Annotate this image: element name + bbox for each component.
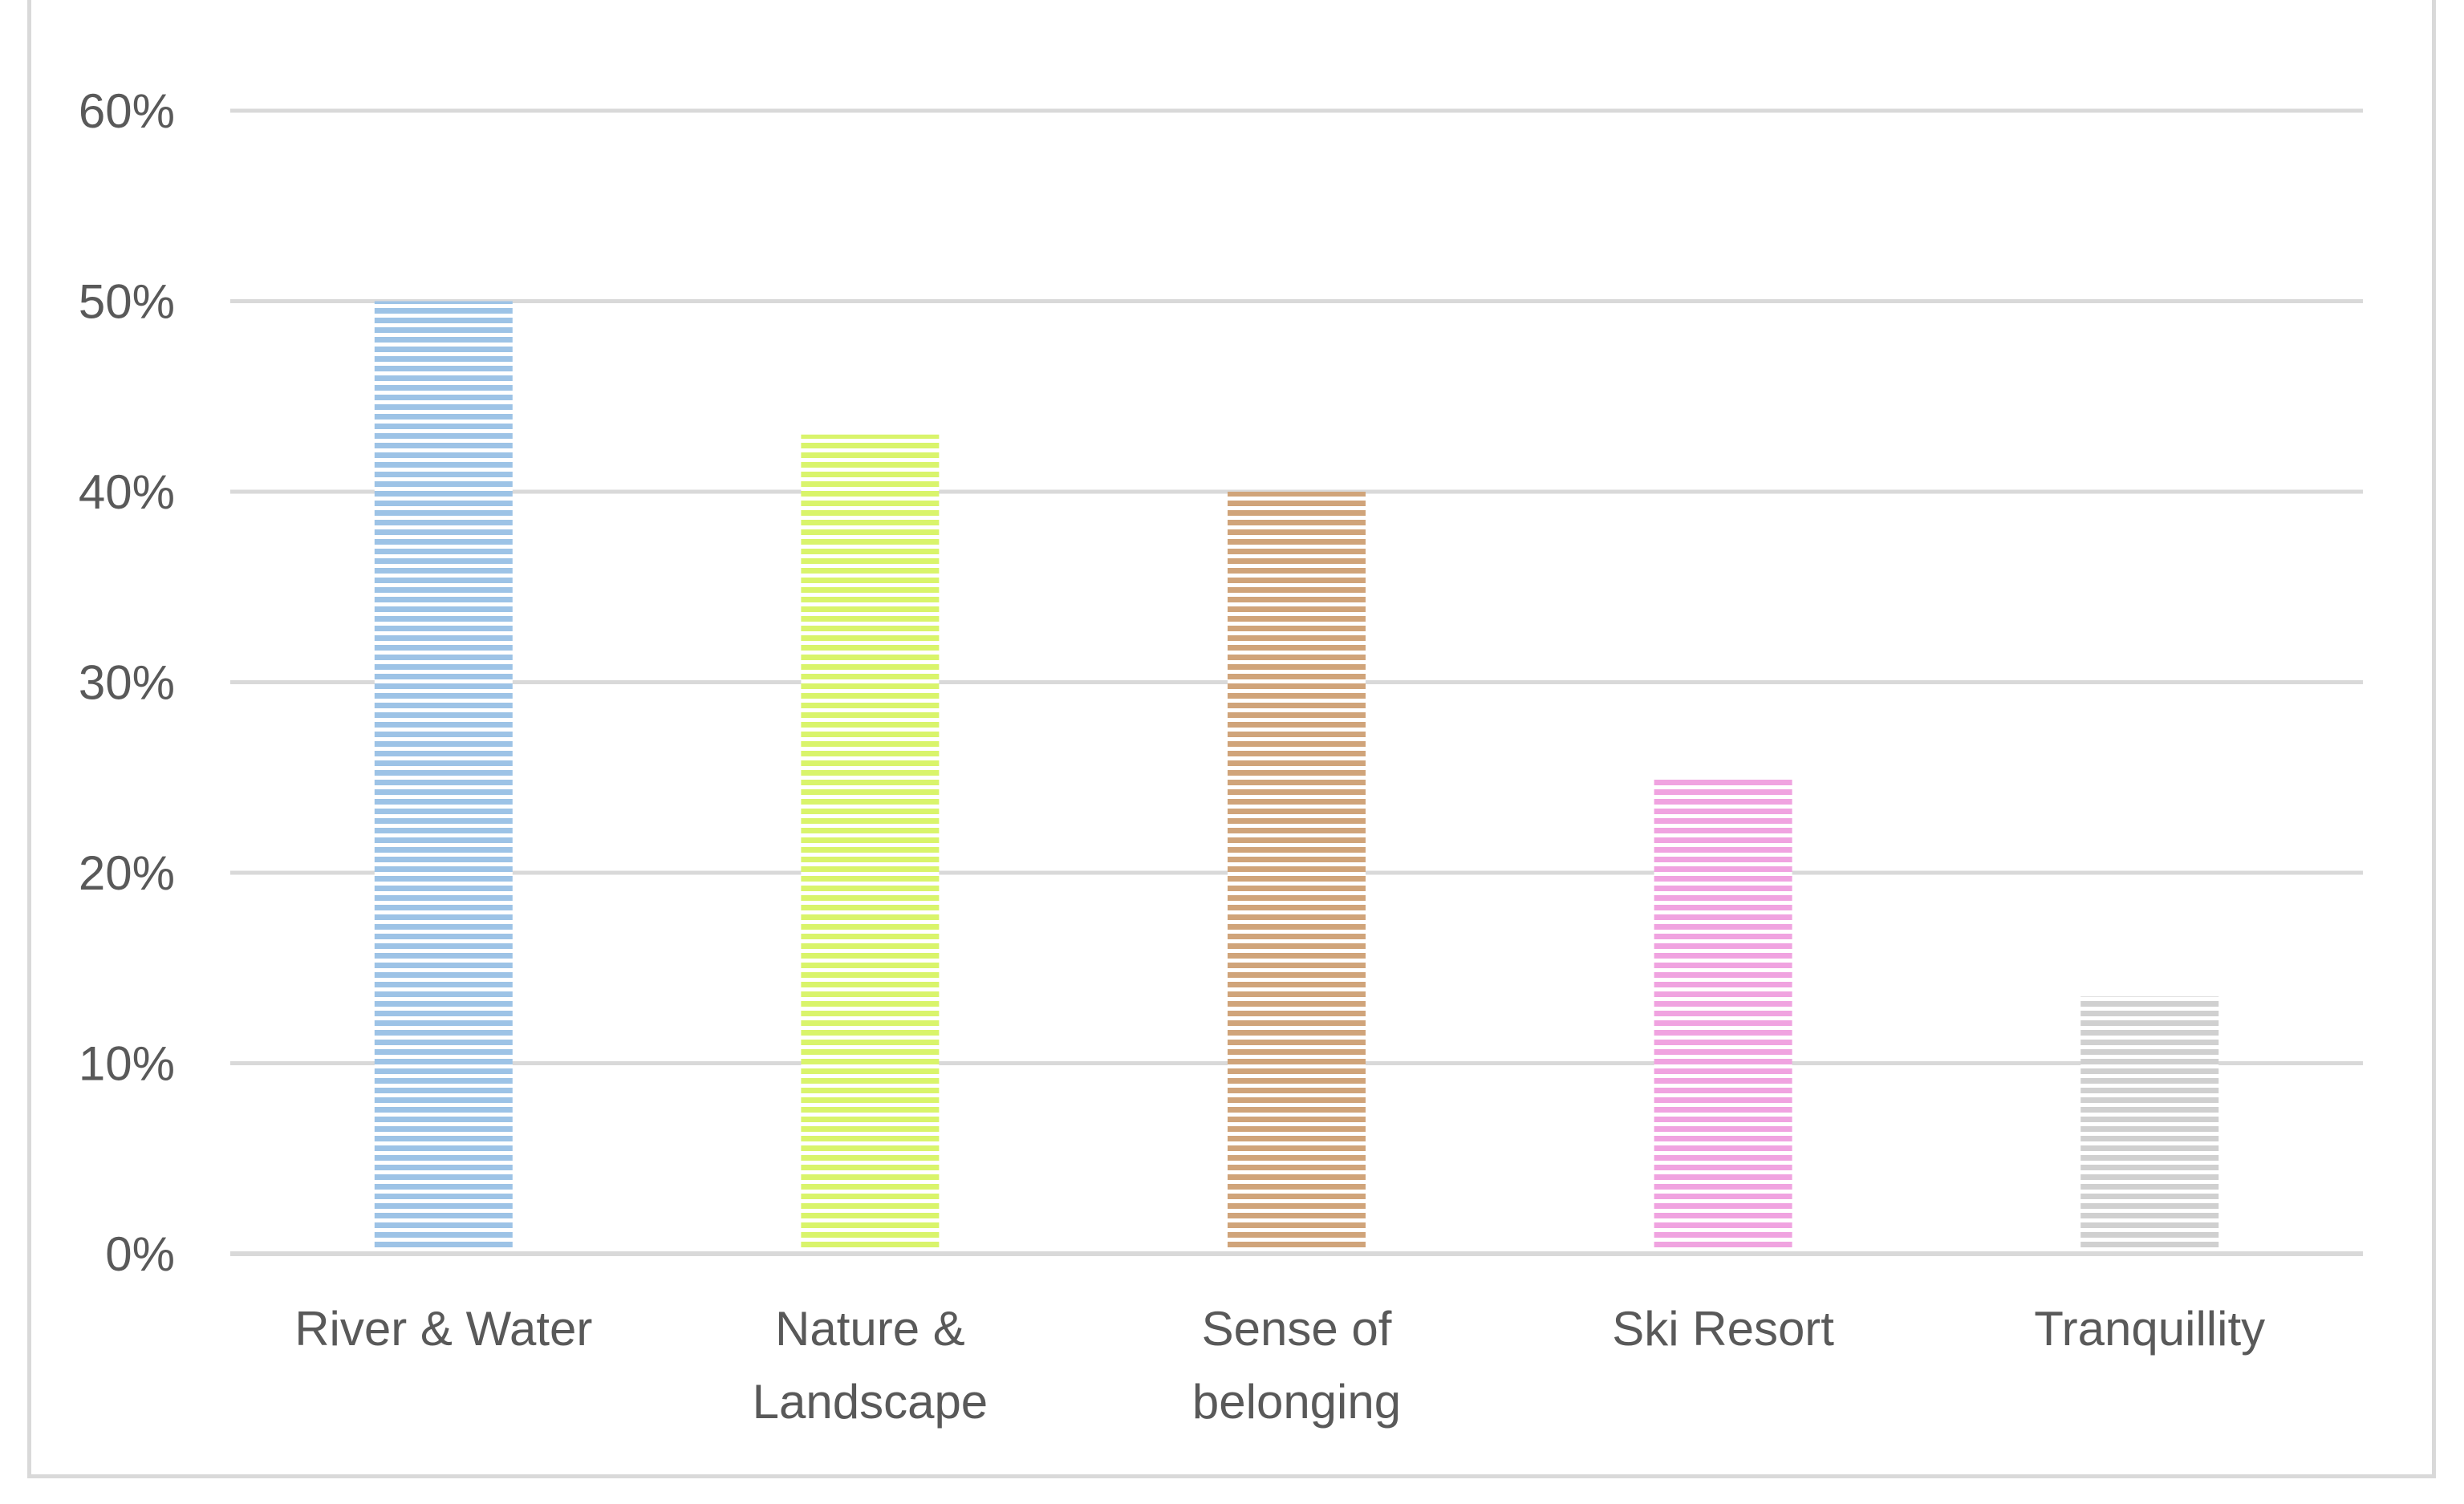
bar — [1654, 777, 1792, 1248]
y-axis-tick-labels: 0% 10% 20% 30% 40% 50% 60% — [79, 84, 175, 1281]
y-tick-label: 60% — [79, 84, 175, 138]
y-tick-label: 0% — [105, 1227, 175, 1281]
x-category-label: Sense of — [1202, 1302, 1392, 1356]
bars — [374, 301, 2219, 1248]
x-axis-category-labels: River & Water Nature & Landscape Sense of be… — [294, 1302, 2265, 1429]
y-tick-label: 10% — [79, 1037, 175, 1091]
bar — [2080, 996, 2219, 1248]
chart-frame — [27, 0, 2436, 1478]
y-tick-label: 20% — [79, 846, 175, 900]
x-category-label: Tranquillity — [2034, 1302, 2265, 1356]
y-tick-label: 30% — [79, 656, 175, 710]
y-tick-label: 40% — [79, 465, 175, 519]
y-tick-label: 50% — [79, 275, 175, 329]
x-category-label: Ski Resort — [1612, 1302, 1834, 1356]
x-category-label: Landscape — [753, 1375, 988, 1429]
x-category-label: Nature & — [775, 1302, 965, 1356]
x-category-label: River & Water — [294, 1302, 592, 1356]
bar — [374, 301, 513, 1248]
bar — [801, 434, 940, 1248]
x-category-label: belonging — [1192, 1375, 1401, 1429]
bar — [1228, 492, 1366, 1248]
